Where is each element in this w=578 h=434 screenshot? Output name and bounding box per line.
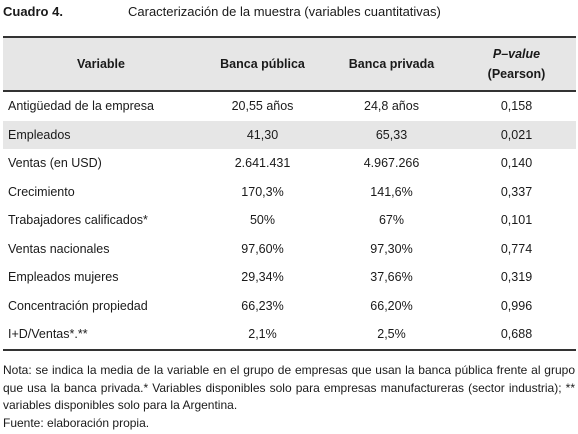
cell-variable: Concentración propiedad (8, 298, 148, 313)
table-row: Trabajadores calificados* 50% 67% 0,101 (3, 206, 576, 235)
cell-banca-publica: 170,3% (241, 184, 284, 199)
table-notes: Nota: se indica la media de la variable … (3, 362, 575, 432)
table-row: Empleados 41,30 65,33 0,021 (3, 120, 576, 149)
cell-pvalue: 0,337 (500, 184, 533, 199)
cell-pvalue: 0,319 (500, 270, 533, 285)
cell-pvalue: 0,101 (500, 213, 533, 228)
cell-banca-privada: 97,30% (370, 241, 413, 256)
cell-banca-privada: 4.967.266 (363, 156, 420, 171)
cell-banca-publica: 2.641.431 (234, 156, 291, 171)
cell-pvalue: 0,688 (457, 320, 576, 351)
caption-title: Caracterización de la muestra (variables… (128, 4, 441, 19)
header-variable: Variable (3, 36, 199, 92)
cell-variable: Empleados mujeres (8, 270, 119, 285)
header-pvalue: P–value (Pearson) (457, 36, 576, 92)
cell-variable: Trabajadores calificados* (8, 213, 148, 228)
cell-variable: Ventas nacionales (8, 241, 110, 256)
cell-variable: Crecimiento (8, 184, 75, 199)
cell-pvalue: 0,996 (500, 298, 533, 313)
cell-banca-publica: 41,30 (199, 120, 326, 149)
cell-banca-privada: 141,6% (370, 184, 413, 199)
cell-pvalue: 0,140 (500, 156, 533, 171)
cell-banca-privada: 24,8 años (364, 99, 419, 114)
cell-variable: Empleados (3, 120, 199, 149)
cell-banca-privada: 66,20% (370, 298, 413, 313)
cell-banca-publica: 50% (249, 213, 276, 228)
table-caption: Cuadro 4. Caracterización de la muestra … (3, 4, 575, 22)
cell-banca-privada: 65,33 (326, 120, 457, 149)
source-text: Fuente: elaboración propia. (3, 415, 150, 430)
data-table-container: Variable Banca pública Banca privada P–v… (3, 36, 576, 351)
cell-banca-publica: 29,34% (241, 270, 284, 285)
cell-banca-privada: 2,5% (326, 320, 457, 351)
table-row: Ventas nacionales 97,60% 97,30% 0,774 (3, 235, 576, 264)
cell-banca-publica: 97,60% (241, 241, 284, 256)
header-row: Variable Banca pública Banca privada P–v… (3, 36, 576, 92)
cell-banca-publica: 20,55 años (231, 99, 294, 114)
cell-pvalue: 0,021 (457, 120, 576, 149)
note-text: Nota: se indica la media de la variable … (3, 363, 575, 412)
table-row: Ventas (en USD) 2.641.431 4.967.266 0,14… (3, 149, 576, 178)
cell-banca-publica: 66,23% (241, 298, 284, 313)
table-row: Empleados mujeres 29,34% 37,66% 0,319 (3, 263, 576, 292)
header-pvalue-method: (Pearson) (487, 67, 546, 81)
cell-variable: I+D/Ventas*.** (3, 320, 199, 351)
header-pvalue-label: P–value (492, 47, 541, 61)
cell-banca-publica: 2,1% (199, 320, 326, 351)
table-row: Antigüedad de la empresa 20,55 años 24,8… (3, 91, 576, 121)
cell-pvalue: 0,774 (500, 241, 533, 256)
cell-variable: Ventas (en USD) (8, 156, 102, 171)
cell-pvalue: 0,158 (500, 99, 533, 114)
caption-number: Cuadro 4. (3, 4, 63, 19)
data-table: Variable Banca pública Banca privada P–v… (3, 36, 576, 351)
cell-variable: Antigüedad de la empresa (8, 99, 154, 114)
table-row: Concentración propiedad 66,23% 66,20% 0,… (3, 292, 576, 321)
cell-banca-privada: 37,66% (370, 270, 413, 285)
header-banca-privada: Banca privada (326, 36, 457, 92)
table-row: I+D/Ventas*.** 2,1% 2,5% 0,688 (3, 320, 576, 351)
cell-banca-privada: 67% (378, 213, 405, 228)
table-row: Crecimiento 170,3% 141,6% 0,337 (3, 178, 576, 207)
header-banca-publica: Banca pública (199, 36, 326, 92)
